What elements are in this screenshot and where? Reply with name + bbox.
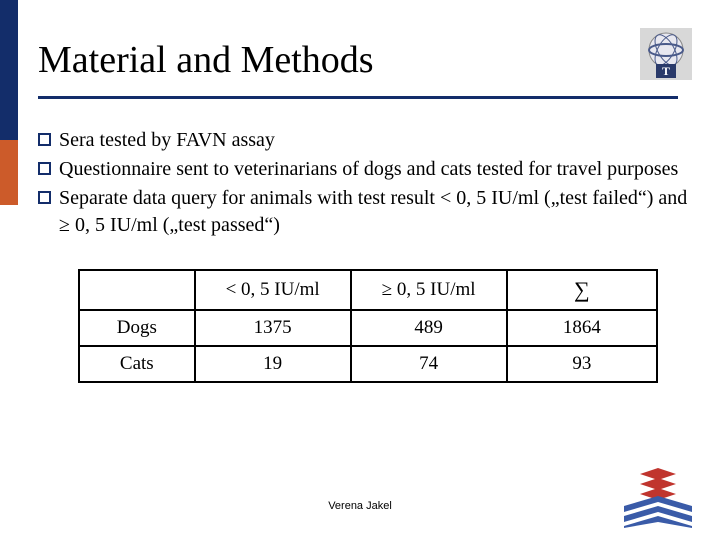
bullet-list: Sera tested by FAVN assay Questionnaire … (38, 127, 692, 239)
table-cell: Dogs (79, 310, 195, 346)
table-cell: 74 (351, 346, 507, 382)
bullet-text: Separate data query for animals with tes… (59, 185, 692, 239)
table-cell: 489 (351, 310, 507, 346)
table-row: Cats 19 74 93 (79, 346, 657, 382)
institution-logo-bottom (618, 468, 698, 528)
page-title: Material and Methods (38, 38, 678, 99)
bullet-text: Sera tested by FAVN assay (59, 127, 692, 154)
table-cell: 1864 (507, 310, 657, 346)
table-header-row: < 0, 5 IU/ml ≥ 0, 5 IU/ml ∑ (79, 270, 657, 310)
table-cell: 1375 (195, 310, 351, 346)
table-header-cell: < 0, 5 IU/ml (195, 270, 351, 310)
table-header-cell (79, 270, 195, 310)
data-table-wrap: < 0, 5 IU/ml ≥ 0, 5 IU/ml ∑ Dogs 1375 48… (78, 269, 658, 383)
table-row: Dogs 1375 489 1864 (79, 310, 657, 346)
table-cell: Cats (79, 346, 195, 382)
footer-author: Verena Jakel (0, 500, 720, 512)
table-cell: 19 (195, 346, 351, 382)
bullet-marker (38, 162, 51, 175)
bullet-item: Separate data query for animals with tes… (38, 185, 692, 239)
bullet-marker (38, 133, 51, 146)
bullet-item: Questionnaire sent to veterinarians of d… (38, 156, 692, 183)
bullet-text: Questionnaire sent to veterinarians of d… (59, 156, 692, 183)
data-table: < 0, 5 IU/ml ≥ 0, 5 IU/ml ∑ Dogs 1375 48… (78, 269, 658, 383)
bullet-item: Sera tested by FAVN assay (38, 127, 692, 154)
table-cell: 93 (507, 346, 657, 382)
left-accent-bar (0, 0, 18, 540)
bullet-marker (38, 191, 51, 204)
table-header-cell: ≥ 0, 5 IU/ml (351, 270, 507, 310)
table-header-cell: ∑ (507, 270, 657, 310)
